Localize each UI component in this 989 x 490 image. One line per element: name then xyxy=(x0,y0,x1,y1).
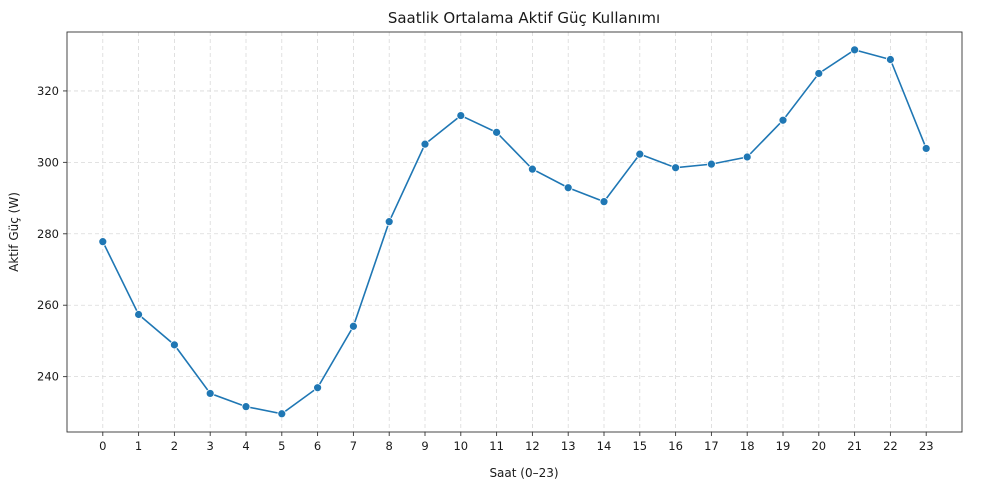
data-point xyxy=(134,310,144,319)
x-tick-label: 7 xyxy=(350,439,357,453)
x-tick-label: 3 xyxy=(207,439,214,453)
x-tick-label: 5 xyxy=(278,439,285,453)
x-tick-label: 6 xyxy=(314,439,321,453)
x-tick-label: 9 xyxy=(421,439,428,453)
x-axis-label: Saat (0–23) xyxy=(489,466,558,480)
ticks: 0 1 2 3 4 5 6 7 8 9 10 11 12 13 14 15 16 17 18 19 20 21 22 2324… xyxy=(37,84,933,453)
x-tick-label: 23 xyxy=(919,439,934,453)
x-tick-label: 19 xyxy=(776,439,791,453)
data-point xyxy=(456,111,466,120)
data-point xyxy=(169,340,179,350)
x-tick-label: 2 xyxy=(171,439,178,453)
plot-frame xyxy=(66,31,963,433)
y-tick-label: 300 xyxy=(37,155,59,169)
data-point xyxy=(420,139,430,149)
x-tick-label: 16 xyxy=(668,439,683,453)
x-tick-label: 4 xyxy=(242,439,249,453)
x-tick-label: 17 xyxy=(704,439,719,453)
data-point xyxy=(348,321,358,331)
data-point xyxy=(707,159,716,169)
series xyxy=(98,45,931,419)
data-point xyxy=(528,164,537,174)
grid xyxy=(67,32,962,432)
series-line xyxy=(102,48,927,415)
data-point xyxy=(492,127,502,137)
data-point xyxy=(850,45,859,55)
data-point xyxy=(778,115,788,125)
y-axis-label: Aktif Güç (W) xyxy=(7,192,21,272)
data-point xyxy=(563,183,573,193)
x-tick-label: 8 xyxy=(386,439,393,453)
data-point xyxy=(205,389,215,398)
data-point xyxy=(277,409,287,419)
x-tick-label: 20 xyxy=(811,439,826,453)
x-tick-label: 0 xyxy=(99,439,106,453)
y-tick-label: 240 xyxy=(37,370,59,384)
data-point xyxy=(635,149,645,159)
x-tick-label: 14 xyxy=(597,439,612,453)
plot-area-border xyxy=(66,31,963,433)
data-point xyxy=(599,197,609,207)
x-tick-label: 18 xyxy=(740,439,755,453)
x-tick-label: 11 xyxy=(489,439,504,453)
x-tick-label: 22 xyxy=(883,439,898,453)
data-point xyxy=(241,402,251,412)
x-tick-label: 10 xyxy=(453,439,468,453)
data-point xyxy=(742,152,752,162)
x-tick-label: 15 xyxy=(632,439,647,453)
data-point xyxy=(671,163,680,173)
x-tick-label: 12 xyxy=(525,439,540,453)
x-tick-label: 21 xyxy=(847,439,862,453)
data-point xyxy=(814,69,824,78)
y-tick-label: 320 xyxy=(37,84,59,98)
data-point xyxy=(886,55,895,64)
chart-title: Saatlik Ortalama Aktif Güç Kullanımı xyxy=(388,9,660,27)
data-point xyxy=(98,237,108,247)
x-tick-label: 13 xyxy=(561,439,576,453)
data-point xyxy=(384,217,394,227)
data-point xyxy=(921,144,931,153)
data-point xyxy=(313,383,323,393)
y-tick-label: 260 xyxy=(37,298,59,312)
x-tick-label: 1 xyxy=(135,439,142,453)
y-tick-label: 280 xyxy=(37,227,59,241)
